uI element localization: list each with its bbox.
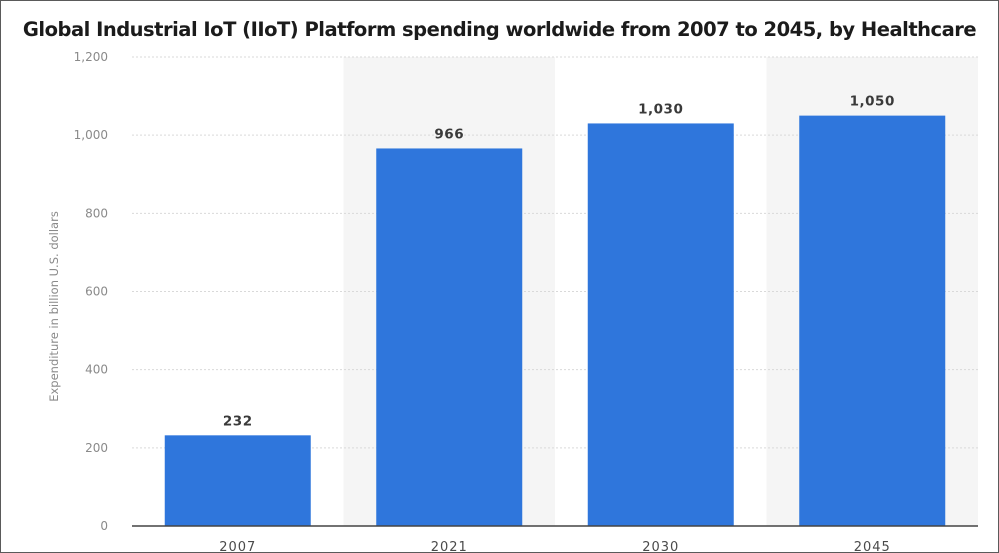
x-tick-label: 2007 bbox=[219, 540, 256, 553]
bar bbox=[164, 435, 311, 526]
y-tick-label: 0 bbox=[100, 519, 108, 533]
y-tick-label: 400 bbox=[85, 363, 108, 377]
y-tick-label: 1,200 bbox=[74, 50, 108, 64]
y-tick-label: 800 bbox=[85, 206, 108, 220]
data-labels: 232 966 1,030 1,050 bbox=[223, 94, 895, 430]
y-tick-label: 600 bbox=[85, 285, 108, 299]
bar bbox=[376, 148, 523, 526]
bar bbox=[799, 115, 946, 526]
y-axis-ticks: 0 200 400 600 800 1,000 1,200 bbox=[74, 50, 108, 533]
data-label: 1,030 bbox=[638, 101, 683, 117]
y-axis-label: Expenditure in billion U.S. dollars bbox=[47, 211, 61, 402]
x-tick-label: 2030 bbox=[642, 540, 679, 553]
x-axis-ticks: 2007 2021 2030 2045 bbox=[219, 540, 891, 553]
data-label: 966 bbox=[434, 126, 464, 142]
x-tick-label: 2045 bbox=[854, 540, 891, 553]
data-label: 1,050 bbox=[850, 94, 895, 110]
bars bbox=[164, 115, 946, 527]
data-label: 232 bbox=[223, 413, 253, 429]
bar bbox=[587, 123, 734, 527]
chart-title: Global Industrial IoT (IIoT) Platform sp… bbox=[22, 18, 977, 41]
y-tick-label: 1,000 bbox=[74, 128, 108, 142]
x-tick-label: 2021 bbox=[431, 540, 468, 553]
y-tick-label: 200 bbox=[85, 441, 108, 455]
